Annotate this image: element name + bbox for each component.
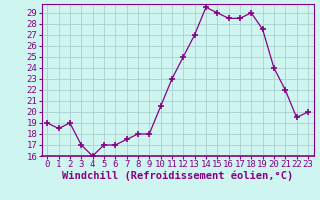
X-axis label: Windchill (Refroidissement éolien,°C): Windchill (Refroidissement éolien,°C) xyxy=(62,171,293,181)
